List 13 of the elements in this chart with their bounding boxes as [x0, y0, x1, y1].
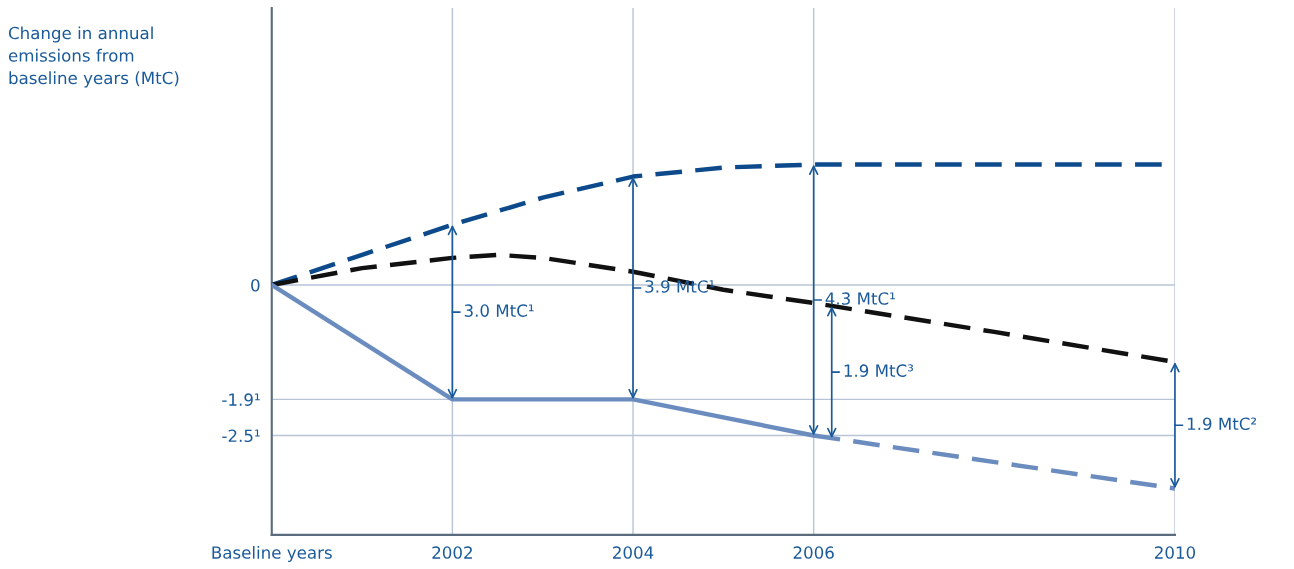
x-tick-label: 2010	[1154, 546, 1196, 559]
x-tick-label: Baseline years	[212, 545, 332, 563]
y-tick-label: 0	[251, 278, 260, 292]
annotation: 4.3 MtC¹	[825, 292, 895, 305]
y-tick-label: -1.9¹	[222, 393, 260, 406]
y-tick-label: -2.5¹	[222, 429, 260, 443]
x-tick-label: 2004	[613, 546, 654, 559]
x-tick-label: 2002	[432, 546, 472, 559]
annotation: 1.9 MtC²	[1187, 417, 1257, 431]
y-axis-title: Change in annual emissions from baseline years (MtC)	[8, 26, 179, 88]
x-tick-label: 2006	[793, 546, 834, 559]
annotation: 1.9 MtC³	[844, 364, 914, 377]
annotation: 3.0 MtC¹	[464, 304, 534, 317]
